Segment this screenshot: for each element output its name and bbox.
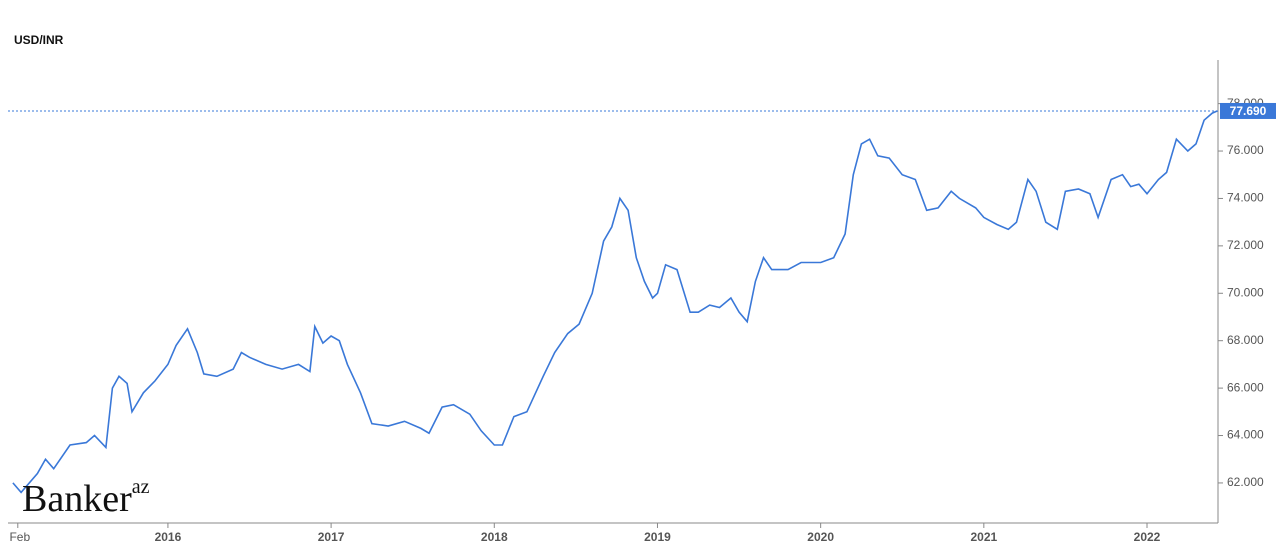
x-tick-label: 2018 [481, 530, 508, 544]
x-tick-label: 2017 [318, 530, 345, 544]
y-tick-label: 76.000 [1227, 143, 1264, 157]
y-tick-label: 74.000 [1227, 191, 1264, 205]
x-tick-label: Feb [9, 530, 30, 544]
y-tick-label: 64.000 [1227, 428, 1264, 442]
watermark: Bankeraz [22, 476, 150, 520]
current-badge [1220, 102, 1276, 119]
x-tick-label: 2022 [1134, 530, 1161, 544]
y-tick-label: 62.000 [1227, 475, 1264, 489]
current-label: 77.690 [1230, 104, 1267, 118]
chart-title: USD/INR [14, 33, 64, 47]
x-tick-label: 2021 [970, 530, 997, 544]
price-line [12, 110, 1218, 494]
y-tick-label: 72.000 [1227, 238, 1264, 252]
x-tick-label: 2020 [807, 530, 834, 544]
y-tick-label: 66.000 [1227, 380, 1264, 394]
y-tick-label: 68.000 [1227, 333, 1264, 347]
watermark-suffix: az [132, 476, 150, 498]
x-tick-label: 2019 [644, 530, 671, 544]
watermark-name: Banker [22, 478, 132, 520]
y-tick-label: 70.000 [1227, 285, 1264, 299]
x-tick-label: 2016 [155, 530, 182, 544]
